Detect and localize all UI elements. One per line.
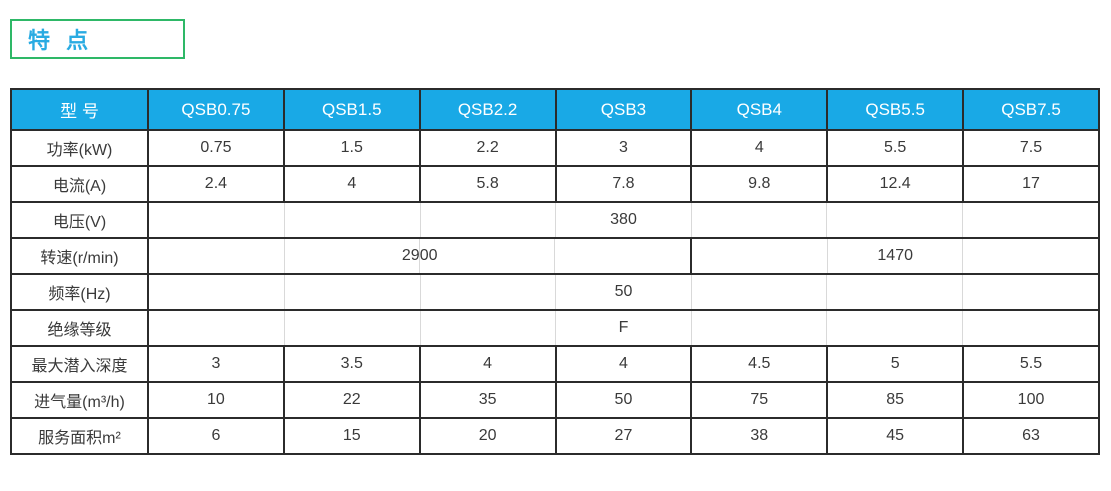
cell-value: 3 [554,129,693,167]
cell-value: 38 [690,417,829,455]
cell-value: 50 [554,381,693,419]
cell-value: 63 [962,417,1100,455]
row-label: 转速(r/min) [10,237,149,275]
header-model-qsb5-5: QSB5.5 [826,88,965,131]
cell-value-merged: 2900 [146,237,693,275]
row-label: 频率(Hz) [10,273,149,311]
row-insulation: 绝缘等级 F [10,309,1100,347]
header-model-qsb3: QSB3 [554,88,693,131]
cell-value: 4 [282,165,421,203]
cell-value: 12.4 [826,165,965,203]
cell-value: 6 [147,417,285,455]
cell-value: 4 [418,345,557,383]
cell-value: 5 [826,345,965,383]
row-label: 服务面积m² [10,417,149,455]
cell-value-merged: 50 [147,273,1100,311]
row-speed: 转速(r/min) 2900 1470 [10,237,1100,275]
row-frequency: 频率(Hz) 50 [10,273,1100,311]
header-model-qsb2-2: QSB2.2 [418,88,557,131]
row-max-depth: 最大潜入深度 3 3.5 4 4 4.5 5 5.5 [10,345,1100,383]
row-power: 功率(kW) 0.75 1.5 2.2 3 4 5.5 7.5 [10,129,1100,167]
row-current: 电流(A) 2.4 4 5.8 7.8 9.8 12.4 17 [10,165,1100,203]
cell-value: 17 [962,165,1100,203]
cell-value: 35 [418,381,557,419]
cell-value: 5.5 [826,129,965,167]
header-model-qsb0-75: QSB0.75 [147,88,285,131]
cell-value-merged: 1470 [690,237,1100,275]
cell-value: 4 [690,129,829,167]
cell-value: 22 [282,381,421,419]
cell-value: 100 [962,381,1100,419]
cell-value: 10 [147,381,285,419]
cell-value: 4.5 [690,345,829,383]
header-model-label: 型 号 [10,88,149,131]
cell-value: 27 [554,417,693,455]
cell-value: 9.8 [690,165,829,203]
row-label: 电压(V) [10,201,149,239]
cell-value: 7.8 [554,165,693,203]
cell-value: 5.8 [418,165,557,203]
cell-value: 3.5 [282,345,421,383]
features-title: 特 点 [28,28,94,53]
cell-value: 5.5 [962,345,1100,383]
table-header-row: 型 号 QSB0.75 QSB1.5 QSB2.2 QSB3 QSB4 QSB5… [10,88,1100,131]
cell-value: 20 [418,417,557,455]
cell-value: 2.4 [147,165,285,203]
row-label: 最大潜入深度 [10,345,149,383]
header-model-qsb1-5: QSB1.5 [282,88,421,131]
row-service-area: 服务面积m² 6 15 20 27 38 45 63 [10,417,1100,455]
cell-value: 85 [826,381,965,419]
cell-value: 1.5 [282,129,421,167]
cell-value-merged: F [147,309,1100,347]
row-label: 进气量(m³/h) [10,381,149,419]
header-model-qsb7-5: QSB7.5 [962,88,1100,131]
cell-value: 4 [554,345,693,383]
cell-value: 7.5 [962,129,1100,167]
cell-value: 75 [690,381,829,419]
spec-table: 型 号 QSB0.75 QSB1.5 QSB2.2 QSB3 QSB4 QSB5… [10,88,1100,455]
row-voltage: 电压(V) 380 [10,201,1100,239]
row-label: 电流(A) [10,165,149,203]
cell-value: 0.75 [147,129,285,167]
row-label: 功率(kW) [10,129,149,167]
header-model-qsb4: QSB4 [690,88,829,131]
features-title-box: 特 点 [10,19,185,59]
cell-value-merged: 380 [147,201,1100,239]
cell-value: 45 [826,417,965,455]
row-air-intake: 进气量(m³/h) 10 22 35 50 75 85 100 [10,381,1100,419]
row-label: 绝缘等级 [10,309,149,347]
cell-value: 2.2 [418,129,557,167]
cell-value: 3 [147,345,285,383]
cell-value: 15 [282,417,421,455]
